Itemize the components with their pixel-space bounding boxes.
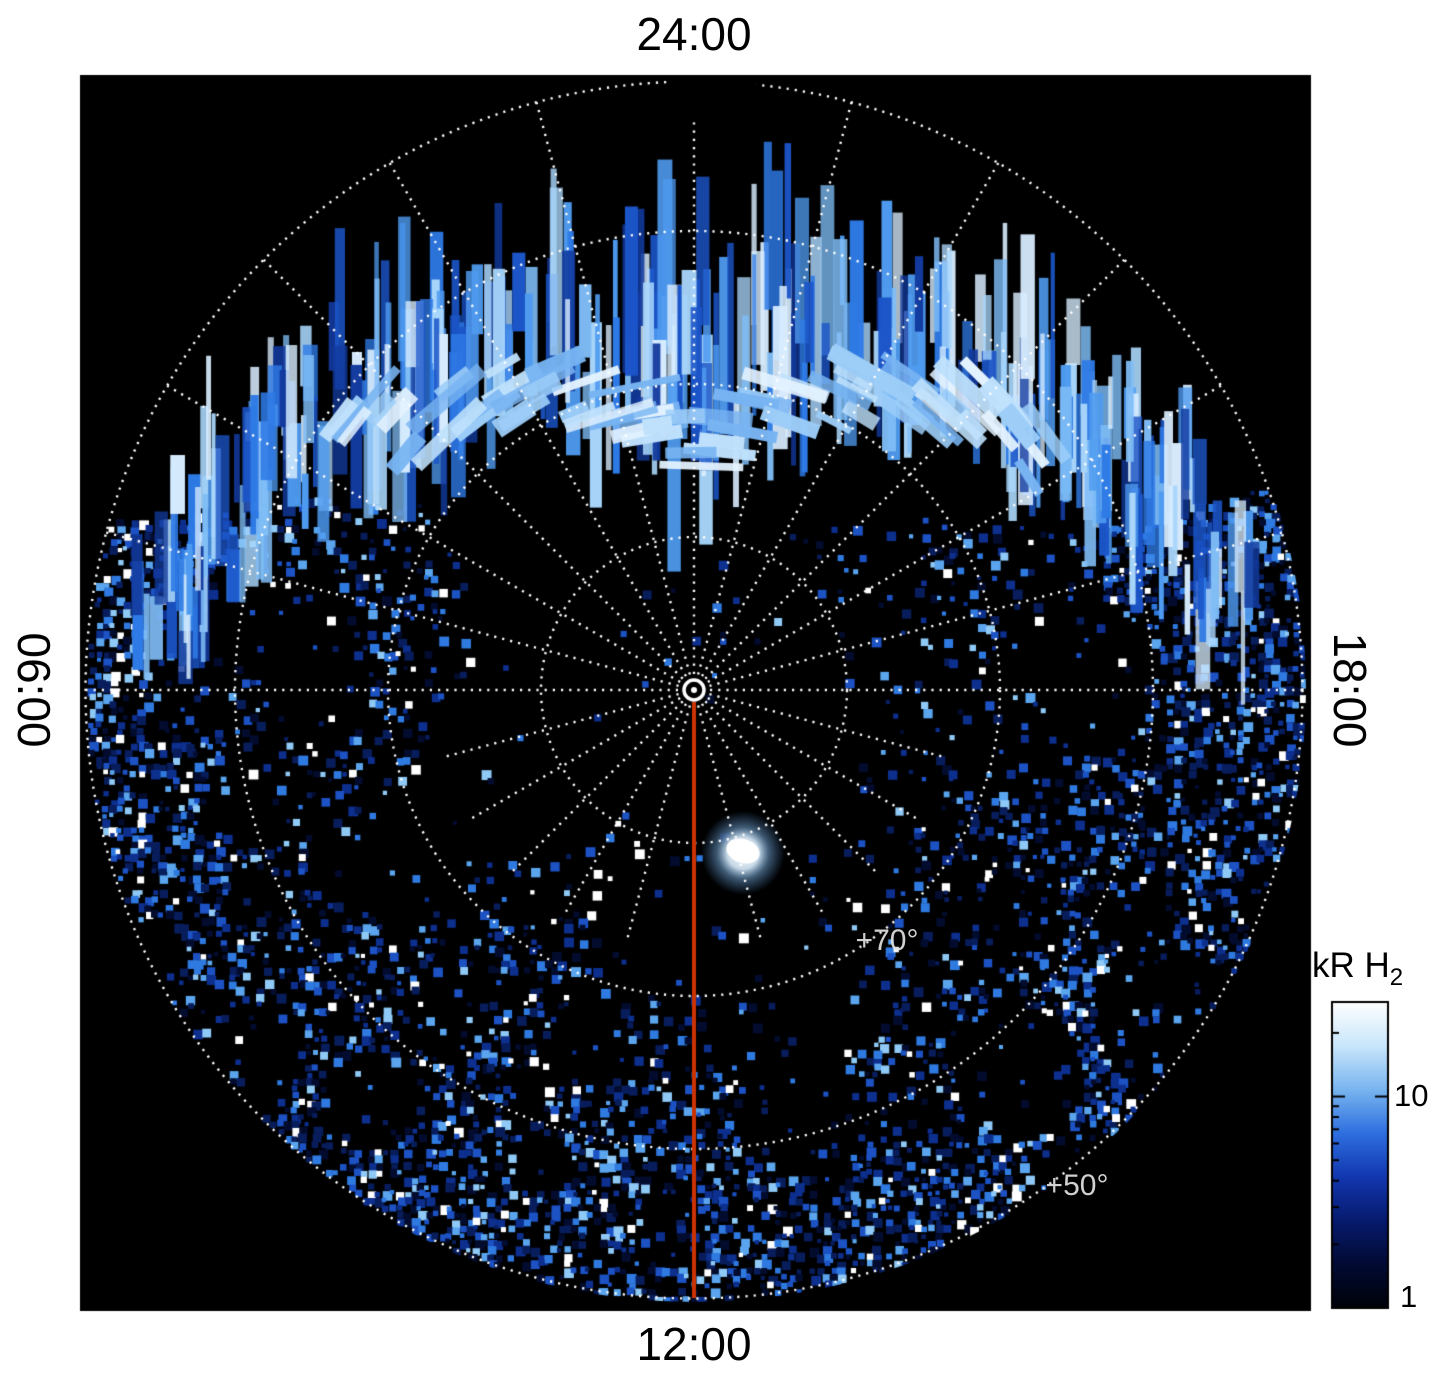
colorbar-title: kR H2 [1312,946,1403,992]
colorbar-tick-10: 10 [1394,1078,1429,1113]
mlt-label-12: 12:00 [636,1318,752,1370]
latitude-label-50: +50° [1045,1169,1109,1202]
colorbar-tick-1: 1 [1400,1279,1418,1314]
colorbar-title-main: kR H [1312,946,1390,985]
mlt-label-06: 06:00 [8,632,60,748]
colorbar-title-sub: 2 [1389,964,1404,991]
latitude-label-70: +70° [855,924,919,957]
mlt-label-18: 18:00 [1324,632,1376,748]
mlt-label-24: 24:00 [636,8,752,60]
